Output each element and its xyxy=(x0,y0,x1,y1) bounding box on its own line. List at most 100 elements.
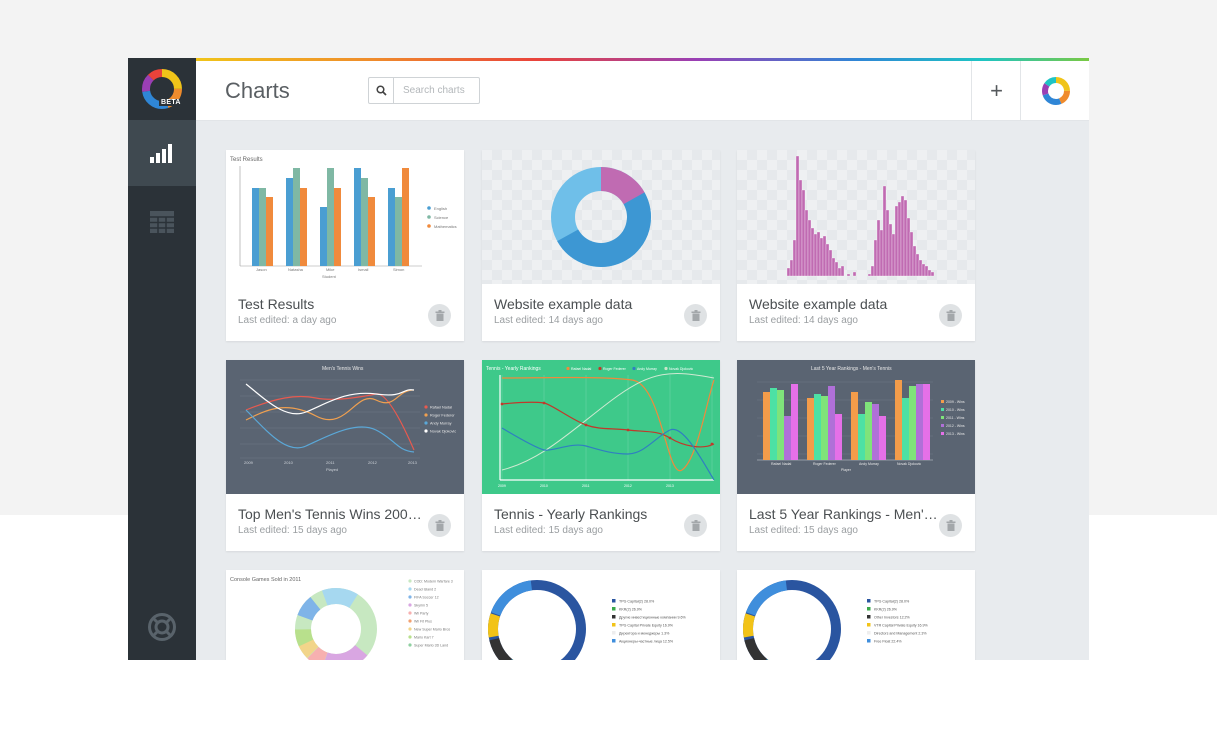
card-last-edited: Last edited: 14 days ago xyxy=(749,315,858,326)
trash-icon xyxy=(691,520,700,531)
legend-label: TPG Capital Private Equity 16.9% xyxy=(619,624,674,628)
x-tick: 2011 xyxy=(326,460,335,465)
chart-card[interactable]: Men's Tennis Wins 2009 2010 2011 2012 20… xyxy=(226,360,464,551)
bar-chart-thumbnail: Last 5 Year Rankings - Men's Tennis Rafa… xyxy=(737,360,975,494)
legend-label: Skyrim 5 xyxy=(414,604,428,608)
legend-label: Super Mario 3D Land xyxy=(414,644,448,648)
x-tick: Roger Federer xyxy=(813,462,837,466)
sidebar-item-data[interactable] xyxy=(128,189,196,255)
thumb-title: Last 5 Year Rankings - Men's Tennis xyxy=(811,366,892,372)
chart-thumbnail[interactable]: TPG Capital(2) 28.0% KKR(2) 26.9% Other … xyxy=(737,570,975,660)
bar-series xyxy=(763,380,930,460)
legend-label: VTR Capital Private Equity 16.9% xyxy=(874,624,929,628)
legend-label: Andy Murray xyxy=(430,422,452,426)
legend-label: Mario Kart 7 xyxy=(414,636,434,640)
x-axis-label: Player xyxy=(841,468,852,472)
thumb-title: Tennis - Yearly Rankings xyxy=(486,366,541,372)
trash-icon xyxy=(946,310,955,321)
legend-label: Wii Fit Plus xyxy=(414,620,432,624)
delete-button[interactable] xyxy=(428,304,451,327)
legend-label: TPG Capital(2) 28.0% xyxy=(619,600,655,604)
delete-button[interactable] xyxy=(684,514,707,537)
search-button[interactable] xyxy=(369,78,394,103)
legend-label: TPG Capital(2) 28.0% xyxy=(874,600,910,604)
chart-thumbnail[interactable] xyxy=(737,150,975,284)
chart-card[interactable]: Tennis - Yearly Rankings Rafael Nadal Ro… xyxy=(482,360,720,551)
user-avatar-button[interactable] xyxy=(1020,61,1089,120)
legend-label: Акционеры-частные лица 12.5% xyxy=(619,640,674,644)
legend-label: KKR(2) 26.9% xyxy=(619,608,643,612)
help-ring-icon xyxy=(148,613,176,641)
legend-label: Free Float 22.4% xyxy=(874,640,902,644)
donut-chart-thumbnail: Console Games Sold in 2011 COD: Modern W… xyxy=(226,570,464,660)
search-input[interactable] xyxy=(395,78,477,103)
legend-label: COD: Modern Warfare 3 xyxy=(414,580,453,584)
delete-button[interactable] xyxy=(939,514,962,537)
x-tick: 2013 xyxy=(408,460,418,465)
x-axis-label: Played xyxy=(326,467,338,472)
legend-label: Другие инвестиционные компании 9.6% xyxy=(619,616,686,620)
legend-label: 2012 - Wins xyxy=(946,424,965,428)
legend-label: 2010 - Wins xyxy=(946,408,965,412)
bar-chart-thumbnail: Test Results Jason Natasha Mike Ismail S… xyxy=(226,150,464,284)
add-chart-button[interactable]: + xyxy=(971,61,1021,120)
line-chart-thumbnail: Tennis - Yearly Rankings Rafael Nadal Ro… xyxy=(482,360,720,494)
legend-label: Novak Djokovic xyxy=(430,430,456,434)
card-title: Last 5 Year Rankings - Men's Tennis xyxy=(749,506,939,522)
chart-thumbnail[interactable]: Tennis - Yearly Rankings Rafael Nadal Ro… xyxy=(482,360,720,494)
chart-thumbnail[interactable]: Console Games Sold in 2011 COD: Modern W… xyxy=(226,570,464,660)
legend-label: FIFA Soccer 12 xyxy=(414,596,439,600)
x-tick: Rafael Nadal xyxy=(771,462,791,466)
line-chart-thumbnail: Men's Tennis Wins 2009 2010 2011 2012 20… xyxy=(226,360,464,494)
chart-thumbnail[interactable]: Men's Tennis Wins 2009 2010 2011 2012 20… xyxy=(226,360,464,494)
chart-card[interactable]: Last 5 Year Rankings - Men's Tennis Rafa… xyxy=(737,360,975,551)
app-window: BETA xyxy=(128,58,1089,660)
x-tick: Simon xyxy=(393,267,404,272)
user-ring-icon xyxy=(1041,76,1070,105)
chart-card[interactable]: TPG Capital(2) 28.0% KKR(2) 26.9% Другие… xyxy=(482,570,720,660)
delete-button[interactable] xyxy=(939,304,962,327)
donut-chart-thumbnail: TPG Capital(2) 28.0% KKR(2) 26.9% Other … xyxy=(737,570,975,660)
card-last-edited: Last edited: 15 days ago xyxy=(494,525,603,536)
legend-label: New Super Mario Bros xyxy=(414,628,450,632)
chart-card[interactable]: Website example data Last edited: 14 day… xyxy=(737,150,975,341)
chart-card[interactable]: Test Results Jason Natasha Mike Ismail S… xyxy=(226,150,464,341)
trash-icon xyxy=(691,310,700,321)
legend-label: Wii Party xyxy=(414,612,429,616)
legend-label: Roger Federer xyxy=(603,367,627,371)
search-icon xyxy=(375,85,387,96)
legend-label: Directors and Management 2.3% xyxy=(874,632,927,636)
card-last-edited: Last edited: 15 days ago xyxy=(238,525,347,536)
x-axis-label: Student xyxy=(322,274,337,279)
search-box xyxy=(368,77,480,104)
page-title: Charts xyxy=(225,78,290,103)
legend-label: 2009 - Wins xyxy=(946,400,965,404)
trash-icon xyxy=(435,520,444,531)
legend-label: Roger Federer xyxy=(430,414,455,418)
legend-label: Mathematics xyxy=(434,224,457,229)
donut-chart-thumbnail xyxy=(551,167,651,267)
legend-label: Директора и менеджеры 1.3% xyxy=(619,632,670,636)
trash-icon xyxy=(435,310,444,321)
x-tick: 2010 xyxy=(284,460,294,465)
chart-card[interactable]: Console Games Sold in 2011 COD: Modern W… xyxy=(226,570,464,660)
delete-button[interactable] xyxy=(684,304,707,327)
x-tick: 2009 xyxy=(244,460,254,465)
x-tick: Ismail xyxy=(358,267,369,272)
chart-thumbnail[interactable] xyxy=(482,150,720,284)
chart-card[interactable]: Website example data Last edited: 14 day… xyxy=(482,150,720,341)
chart-thumbnail[interactable]: Last 5 Year Rankings - Men's Tennis Rafa… xyxy=(737,360,975,494)
sidebar-item-help[interactable] xyxy=(128,594,196,660)
chart-thumbnail[interactable]: TPG Capital(2) 28.0% KKR(2) 26.9% Другие… xyxy=(482,570,720,660)
card-last-edited: Last edited: a day ago xyxy=(238,315,337,326)
top-bar: Charts + xyxy=(196,61,1089,121)
sidebar-item-charts[interactable] xyxy=(128,120,196,186)
chart-thumbnail[interactable]: Test Results Jason Natasha Mike Ismail S… xyxy=(226,150,464,284)
card-title: Top Men's Tennis Wins 2009 - 2013 xyxy=(238,506,428,522)
legend-label: Dead Island 2 xyxy=(414,588,436,592)
delete-button[interactable] xyxy=(428,514,451,537)
legend-label: Rafael Nadal xyxy=(571,367,591,371)
bar-series xyxy=(252,168,409,266)
chart-card[interactable]: TPG Capital(2) 28.0% KKR(2) 26.9% Other … xyxy=(737,570,975,660)
x-tick: 2011 xyxy=(582,484,590,488)
